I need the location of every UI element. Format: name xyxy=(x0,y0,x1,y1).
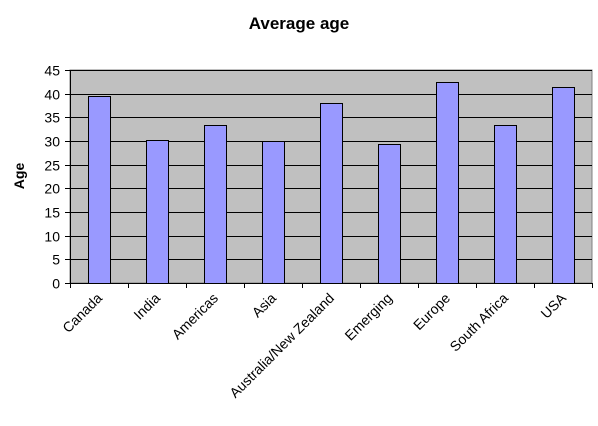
y-tick-label: 45 xyxy=(44,63,60,79)
x-tick-label: Europe xyxy=(410,290,453,333)
x-tick-label: Americas xyxy=(169,290,222,343)
x-tick-label: Canada xyxy=(59,290,105,336)
bars xyxy=(88,82,575,284)
y-tick-label: 10 xyxy=(44,229,60,245)
bar-usa xyxy=(552,87,575,284)
y-tick-label: 5 xyxy=(52,252,60,268)
y-tick-label: 25 xyxy=(44,158,60,174)
x-tick-label: Asia xyxy=(249,290,280,321)
y-tick-label: 30 xyxy=(44,134,60,150)
y-axis-label: Age xyxy=(11,163,27,190)
x-tick-label: India xyxy=(130,290,163,323)
y-tick-label: 15 xyxy=(44,205,60,221)
bar-india xyxy=(146,140,169,284)
y-tick-label: 35 xyxy=(44,110,60,126)
x-tick-label: South Africa xyxy=(446,290,511,355)
x-tick-label: USA xyxy=(537,289,569,321)
y-tick-labels: 0 5 10 15 20 25 30 35 40 45 xyxy=(44,63,60,292)
bar-australia-new-zealand xyxy=(320,103,343,284)
bar-americas xyxy=(204,125,227,284)
y-tick-label: 20 xyxy=(44,181,60,197)
chart-title: Average age xyxy=(249,14,349,33)
bar-emerging xyxy=(378,144,401,284)
y-tick-label: 40 xyxy=(44,87,60,103)
bar-south-africa xyxy=(494,125,517,284)
y-tick-label: 0 xyxy=(52,276,60,292)
x-tick-label: Emerging xyxy=(341,290,395,344)
bar-asia xyxy=(262,141,285,284)
axes xyxy=(65,70,593,288)
bar-europe xyxy=(436,82,459,284)
x-tick-label: Australia/New Zealand xyxy=(226,290,337,401)
bar-canada xyxy=(88,96,111,284)
